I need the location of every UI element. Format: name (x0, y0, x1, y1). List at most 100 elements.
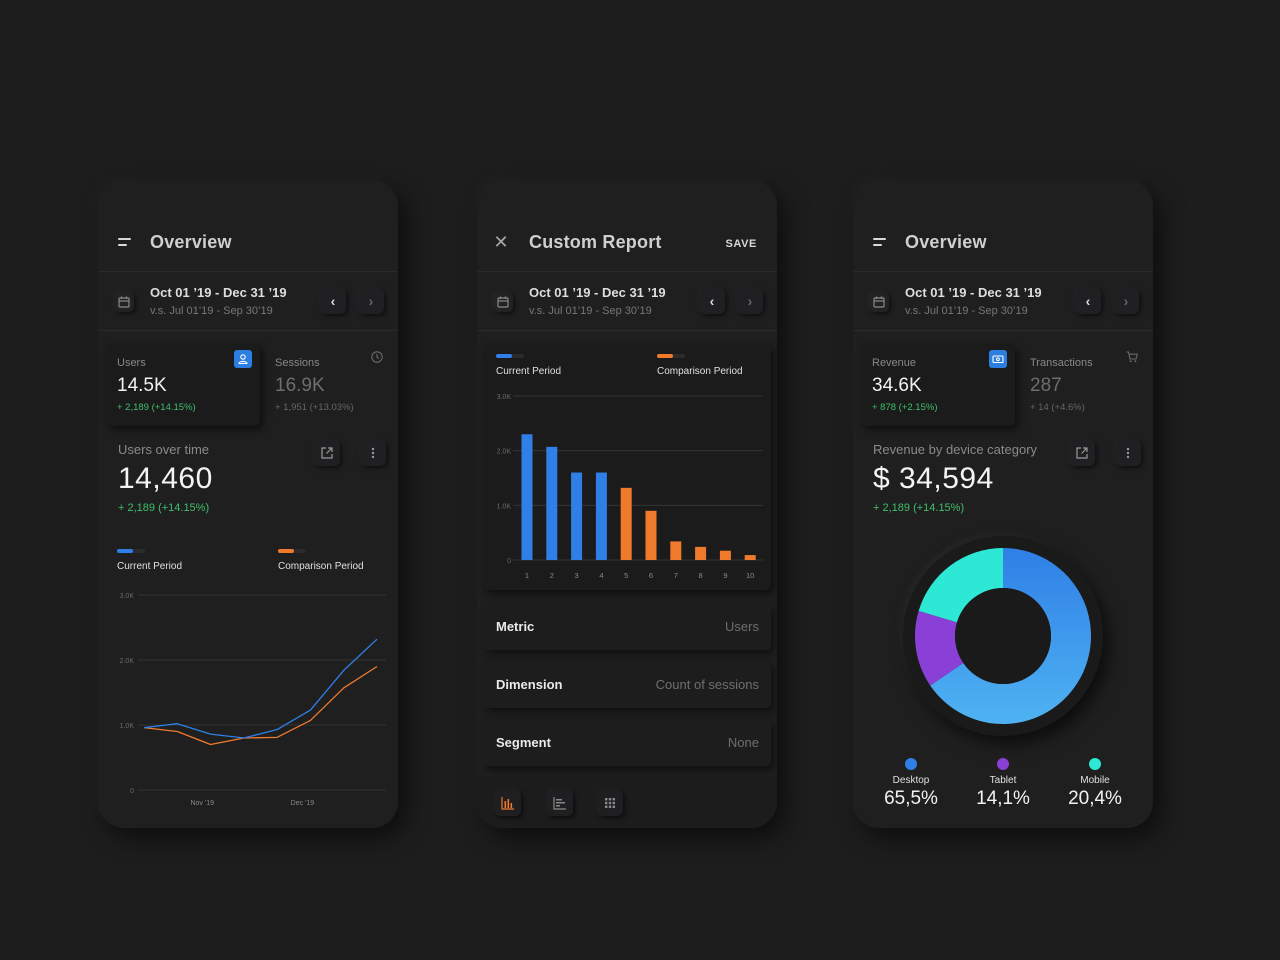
divider (853, 330, 1153, 331)
divider (98, 330, 398, 331)
legend-current: Current Period (496, 354, 561, 377)
calendar-icon[interactable] (493, 292, 513, 312)
more-options-button[interactable] (360, 440, 386, 466)
legend-dot (1089, 758, 1101, 770)
more-vert-icon (371, 447, 375, 459)
big-value: $ 34,594 (873, 462, 994, 495)
donut-slice-tablet (915, 610, 964, 686)
divider (98, 271, 398, 272)
open-external-button[interactable] (1069, 440, 1095, 466)
bar (670, 541, 682, 560)
x-tick-label: 10 (746, 571, 754, 580)
row-key: Dimension (496, 677, 563, 692)
legend-percent: 65,5% (884, 788, 938, 809)
stat-label: Transactions (1030, 357, 1093, 369)
stat-card-sessions[interactable]: Sessions 16.9K + 1,951 (+13.03%) (264, 344, 390, 426)
y-tick-label: 1.0K (120, 723, 135, 730)
dimension-row[interactable]: Dimension Count of sessions (483, 662, 771, 708)
next-period-button[interactable]: › (737, 288, 763, 314)
page-title: Overview (905, 232, 987, 252)
bar (620, 487, 632, 560)
segment-row[interactable]: Segment None (483, 720, 771, 766)
date-range-text: Oct 01 ’19 - Dec 31 ’19 (150, 285, 287, 300)
row-key: Metric (496, 619, 535, 634)
more-options-button[interactable] (1115, 440, 1141, 466)
grid-view-button[interactable] (597, 790, 623, 816)
stat-delta: + 1,951 (+13.03%) (275, 402, 354, 413)
legend-percent: 20,4% (1068, 788, 1122, 809)
stat-delta: + 14 (+4.6%) (1030, 402, 1085, 413)
column-chart-icon (501, 797, 514, 810)
open-external-button[interactable] (314, 440, 340, 466)
legend-percent: 14,1% (976, 788, 1030, 809)
x-tick-label: 1 (525, 571, 529, 580)
stat-value: 34.6K (872, 375, 922, 396)
legend-mobile: Mobile 20,4% (1060, 758, 1130, 810)
legend-label: Desktop (892, 775, 930, 786)
close-icon[interactable]: ✕ (493, 232, 509, 252)
x-tick-label: 3 (575, 571, 579, 580)
y-tick-label: 0 (507, 558, 511, 565)
chart-type-toolbar (477, 776, 777, 828)
column-chart-button[interactable] (495, 790, 521, 816)
app-header: ✕ Custom Report SAVE (477, 180, 777, 272)
stat-delta: + 2,189 (+14.15%) (117, 402, 196, 413)
stat-card-revenue[interactable]: Revenue 34.6K + 878 (+2.15%) (861, 344, 1015, 426)
compare-range-text: v.s. Jul 01’19 - Sep 30’19 (905, 305, 1028, 317)
stat-label: Users (117, 357, 146, 369)
stat-value: 14.5K (117, 375, 167, 396)
row-key: Segment (496, 735, 551, 750)
next-period-button[interactable]: › (358, 288, 384, 314)
x-tick-label: Nov '19 (190, 800, 214, 807)
y-tick-label: 3.0K (120, 593, 135, 600)
legend-current: Current Period (117, 549, 182, 572)
next-period-button[interactable]: › (1113, 288, 1139, 314)
stat-card-users[interactable]: Users 14.5K + 2,189 (+14.15%) (106, 344, 260, 426)
row-value: Count of sessions (655, 677, 759, 692)
stat-label: Sessions (275, 357, 320, 369)
compare-range-text: v.s. Jul 01’19 - Sep 30’19 (529, 305, 652, 317)
legend-label: Current Period (496, 366, 562, 377)
prev-period-button[interactable]: ‹ (320, 288, 346, 314)
donut-slice-mobile (918, 548, 1003, 623)
menu-icon[interactable] (118, 238, 132, 248)
x-tick-label: 9 (723, 571, 727, 580)
y-tick-label: 2.0K (497, 449, 512, 456)
donut-hole (955, 588, 1051, 684)
menu-icon[interactable] (873, 238, 887, 248)
more-vert-icon (1126, 447, 1130, 459)
bar (546, 446, 558, 560)
calendar-icon[interactable] (869, 292, 889, 312)
legend-label: Comparison Period (278, 561, 364, 572)
bar-list-button[interactable] (547, 790, 573, 816)
overview-users-screen: Overview Oct 01 ’19 - Dec 31 ’19 v.s. Ju… (98, 180, 398, 828)
metric-row[interactable]: Metric Users (483, 604, 771, 650)
clock-icon (370, 350, 388, 368)
page-title: Custom Report (529, 232, 662, 252)
date-range-text: Oct 01 ’19 - Dec 31 ’19 (905, 285, 1042, 300)
legend-label: Current Period (117, 561, 183, 572)
y-tick-label: 0 (130, 788, 134, 795)
calendar-icon[interactable] (114, 292, 134, 312)
legend-desktop: Desktop 65,5% (876, 758, 946, 810)
legend-label: Comparison Period (657, 366, 743, 377)
bar (695, 546, 707, 560)
users-line-chart: 0 1.0K 2.0K 3.0K Nov '19 Dec '19 (120, 593, 386, 807)
save-button[interactable]: SAVE (725, 238, 757, 250)
y-tick-label: 2.0K (120, 658, 135, 665)
page-title: Overview (150, 232, 232, 252)
x-tick-label: 2 (550, 571, 554, 580)
prev-period-button[interactable]: ‹ (699, 288, 725, 314)
current-period-line (143, 638, 378, 739)
section-title: Users over time (118, 442, 210, 457)
device-donut-chart (915, 548, 1091, 724)
divider (477, 271, 777, 272)
date-range-bar: Oct 01 ’19 - Dec 31 ’19 v.s. Jul 01’19 -… (853, 272, 1153, 330)
prev-period-button[interactable]: ‹ (1075, 288, 1101, 314)
x-tick-label: 7 (674, 571, 678, 580)
custom-report-screen: ✕ Custom Report SAVE Oct 01 ’19 - Dec 31… (477, 180, 777, 828)
bar-chart-card: Current Period Comparison Period 0 1.0K 2.… (483, 344, 771, 590)
stat-card-transactions[interactable]: Transactions 287 + 14 (+4.6%) (1019, 344, 1145, 426)
bar (571, 472, 583, 560)
y-tick-label: 1.0K (497, 503, 512, 510)
